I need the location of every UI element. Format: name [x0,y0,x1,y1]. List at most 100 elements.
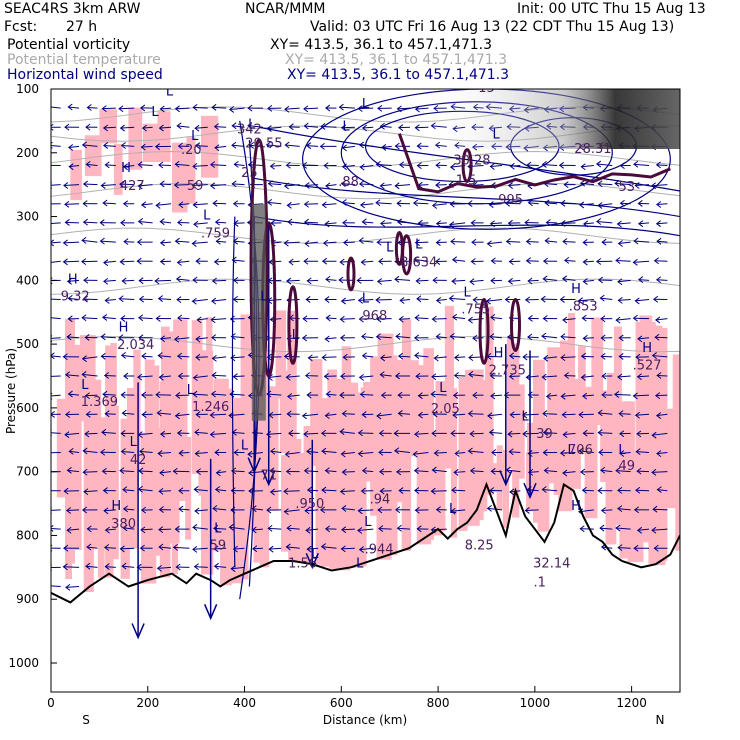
wind-vector-head [395,333,401,340]
x-axis: 0 200 400 600 800 1000 1200 [47,686,647,710]
wind-vector-head [84,430,90,438]
wind-vector-head [397,410,403,417]
wind-vector [618,241,631,244]
wind-vector [193,106,208,109]
wind-vector [657,374,668,377]
wind-vector [619,452,631,455]
wind-vector-head [415,372,421,380]
wind-vector-head [172,467,178,475]
wind-vector-head [103,259,109,267]
model-title: SEAC4RS 3km ARW [4,1,141,17]
wind-vector-head [283,353,290,360]
wind-vector [305,241,319,245]
wind-vector [215,221,227,224]
wind-vector [472,184,484,186]
wind-vector [83,490,98,493]
wind-vector-head [122,486,128,494]
wind-vector-head [46,162,50,168]
wind-vector [543,278,558,281]
wind-vector-head [467,447,473,455]
wind-vector-head [619,430,625,438]
wind-vector-head [267,104,273,112]
wind-vector-head [119,180,125,188]
wind-vector-head [158,543,164,551]
wind-vector-head [232,237,238,245]
wind-vector-head [398,487,404,494]
wind-vector [321,489,337,492]
x-tick-label: 400 [233,696,256,710]
wind-vector-head [600,466,606,474]
wind-vector-head [175,563,181,571]
pv-shade-streak [533,359,545,523]
wind-vector-head [232,373,238,381]
wind-vector [68,393,80,396]
pv-shade-streak [288,344,297,561]
wind-vector-head [597,180,603,188]
wind-vector-head [86,543,92,551]
wind-vector [596,163,613,167]
wind-vector [508,279,521,282]
wind-vector-head [82,468,88,476]
wind-vector [268,183,282,186]
wind-vector-head [342,219,348,227]
wind-vector-head [414,352,420,359]
wind-vector-head [86,525,92,533]
y-tick-label: 300 [16,210,39,224]
wind-vector [564,259,576,262]
wind-vector-head [215,469,221,477]
wind-vector-head [324,296,330,303]
wind-vector [247,452,263,455]
wind-vector-head [469,278,475,286]
wind-vector-head [192,545,198,553]
wind-vector-head [305,553,319,570]
contour-label: H [119,320,129,335]
wind-vector-head [248,141,255,149]
wind-vector-head [319,142,325,150]
wind-vector [339,106,355,109]
wind-vector-head [140,143,146,151]
wind-vector [359,144,374,147]
wind-vector [270,470,282,473]
wind-vector [214,547,227,550]
wind-vector-head [435,333,441,341]
contour-label: L [415,237,423,252]
pv-shade-streak [171,343,179,574]
wind-vector-head [195,468,201,475]
wind-vector-head [137,218,143,225]
wind-vector-head [103,507,109,515]
wind-vector-head [467,200,473,208]
wind-vector-head [563,372,569,379]
pv-shade-streak [110,342,117,506]
y-axis: 100 200 300 400 500 600 700 800 900 1000 [8,82,57,670]
wind-vector-head [120,142,126,149]
wind-vector-head [651,352,657,359]
wind-vector [252,528,263,531]
wind-vector [325,470,337,473]
wind-vector-head [211,103,217,111]
wind-vector [380,374,392,377]
wind-vector-head [469,467,475,475]
wind-vector-head [192,390,198,398]
wind-vector-head [499,470,513,487]
wind-vector [543,413,558,415]
wind-vector-head [306,447,312,455]
wind-vector [656,279,668,281]
wind-vector-head [359,163,365,171]
wind-vector [213,527,227,530]
wind-vector [216,471,227,474]
pv-shade-streak [241,415,250,522]
wind-vector-head [156,409,162,417]
wind-vector [211,318,227,321]
wind-vector-head [172,543,178,551]
wind-vector [450,240,466,243]
wind-vector [563,240,576,243]
wind-vector [545,240,558,243]
wind-vector-head [81,314,87,322]
wind-vector-head [617,486,623,494]
wind-vector-head [306,486,313,494]
wind-vector-head [214,144,220,152]
wind-vector-head [269,162,275,170]
wind-vector-head [505,238,511,245]
x-tick-label: 600 [330,696,353,710]
contour-label: 2.034 [117,338,154,353]
